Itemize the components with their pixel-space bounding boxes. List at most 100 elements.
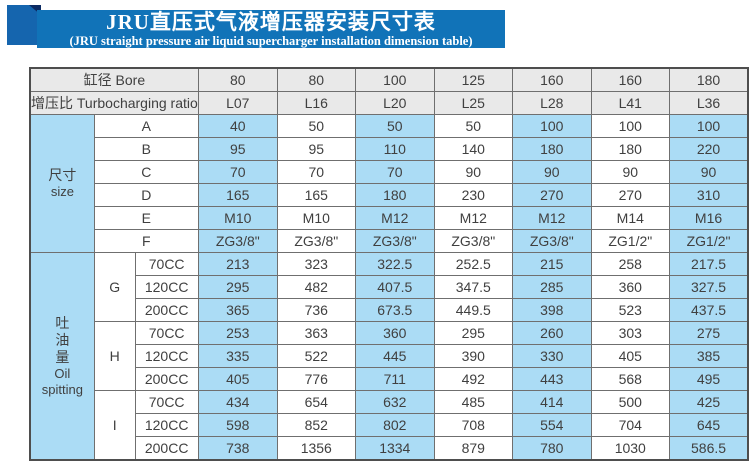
table-cell: 217.5 — [668, 252, 749, 276]
table-cell: 360 — [590, 275, 670, 299]
table-cell: 215 — [511, 252, 592, 276]
table-cell: 385 — [668, 344, 749, 368]
table-cell: 405 — [197, 367, 278, 391]
table-cell: L25 — [433, 91, 513, 115]
row-label: D — [93, 183, 199, 207]
table-cell: 598 — [197, 413, 278, 437]
table-cell: 270 — [511, 183, 592, 207]
table-row: B 95 95 110 140 180 180 220 — [30, 137, 749, 161]
table-cell: M16 — [668, 206, 749, 230]
table-cell: 213 — [197, 252, 278, 276]
table-cell: 738 — [197, 436, 278, 461]
table-cell: 140 — [433, 137, 513, 161]
table-cell: 852 — [276, 413, 356, 437]
table-cell: L07 — [197, 91, 278, 115]
table-cell: 50 — [433, 114, 513, 138]
table-cell: 365 — [197, 298, 278, 322]
table-cell: L16 — [276, 91, 356, 115]
table-cell: 360 — [354, 321, 435, 345]
table-cell: ZG3/8" — [354, 229, 435, 253]
table-cell: 736 — [276, 298, 356, 322]
table-cell: 485 — [433, 390, 513, 414]
table-cell: ZG1/2" — [590, 229, 670, 253]
table-cell: 445 — [354, 344, 435, 368]
table-cell: 711 — [354, 367, 435, 391]
row-label: 70CC — [134, 390, 199, 414]
table-cell: 879 — [433, 436, 513, 461]
table-cell: 95 — [276, 137, 356, 161]
group-label: H — [93, 321, 136, 391]
table-cell: 303 — [590, 321, 670, 345]
page-subtitle: (JRU straight pressure air liquid superc… — [69, 34, 473, 48]
table-cell: 95 — [197, 137, 278, 161]
table-cell: 645 — [668, 413, 749, 437]
row-label: E — [93, 206, 199, 230]
table-cell: 802 — [354, 413, 435, 437]
dimension-table-body: 缸径 Bore 80 80 100 125 160 160 180 增压比 Turbocharg… — [29, 67, 749, 461]
table-row: 200CC 738 1356 1334 879 780 1030 586.5 — [30, 436, 749, 461]
table-cell: 100 — [354, 67, 435, 92]
table-cell: 632 — [354, 390, 435, 414]
dimension-table: 缸径 Bore 80 80 100 125 160 160 180 增压比 Turbocharg… — [29, 67, 750, 461]
table-cell: 90 — [668, 160, 749, 184]
table-row: 120CC 335 522 445 390 330 405 385 — [30, 344, 749, 368]
row-label: A — [93, 114, 199, 138]
table-cell: 180 — [511, 137, 592, 161]
row-label: 70CC — [134, 321, 199, 345]
table-cell: L36 — [668, 91, 749, 115]
table-cell: M10 — [197, 206, 278, 230]
table-cell: 523 — [590, 298, 670, 322]
table-cell: 160 — [511, 67, 592, 92]
table-cell: 80 — [197, 67, 278, 92]
table-cell: 704 — [590, 413, 670, 437]
table-cell: 70 — [354, 160, 435, 184]
header-row: 缸径 Bore 80 80 100 125 160 160 180 — [29, 67, 749, 92]
table-cell: 776 — [276, 367, 356, 391]
table-cell: 443 — [511, 367, 592, 391]
table-cell: 323 — [276, 252, 356, 276]
table-cell: 160 — [590, 67, 670, 92]
row-label: 70CC — [134, 252, 199, 276]
table-cell: 295 — [197, 275, 278, 299]
table-row: 120CC 598 852 802 708 554 704 645 — [30, 413, 749, 437]
table-cell: 310 — [668, 183, 749, 207]
title-banner: JRU直压式气液增压器安装尺寸表 (JRU straight pressure … — [37, 10, 505, 48]
table-row: 120CC 295 482 407.5 347.5 285 360 327.5 — [30, 275, 749, 299]
table-cell: 347.5 — [433, 275, 513, 299]
table-cell: 80 — [276, 67, 356, 92]
group-label: G — [93, 252, 136, 322]
table-cell: 50 — [354, 114, 435, 138]
table-cell: 500 — [590, 390, 670, 414]
table-cell: 434 — [197, 390, 278, 414]
row-label: 120CC — [134, 344, 199, 368]
table-row: 200CC 365 736 673.5 449.5 398 523 437.5 — [30, 298, 749, 322]
table-cell: 405 — [590, 344, 670, 368]
table-cell: ZG3/8" — [511, 229, 592, 253]
table-cell: M12 — [354, 206, 435, 230]
row-label: B — [93, 137, 199, 161]
table-cell: 482 — [276, 275, 356, 299]
table-row: F ZG3/8" ZG3/8" ZG3/8" ZG3/8" ZG3/8" ZG1/2" ZG1… — [30, 229, 749, 253]
table-cell: 258 — [590, 252, 670, 276]
page-title: JRU直压式气液增压器安装尺寸表 — [106, 10, 436, 34]
table-cell: 252.5 — [433, 252, 513, 276]
table-cell: 260 — [511, 321, 592, 345]
table-cell: 654 — [276, 390, 356, 414]
table-row: 200CC 405 776 711 492 443 568 495 — [30, 367, 749, 391]
table-row: 尺寸 size A 40 50 50 50 100 100 100 — [29, 114, 749, 253]
table-cell: 100 — [668, 114, 749, 138]
table-row: I 70CC 434 654 632 485 414 500 425 — [30, 390, 749, 461]
table-cell: 449.5 — [433, 298, 513, 322]
table-cell: 165 — [276, 183, 356, 207]
table-cell: 295 — [433, 321, 513, 345]
table-cell: M12 — [433, 206, 513, 230]
table-cell: 90 — [511, 160, 592, 184]
row-label: 120CC — [134, 275, 199, 299]
table-cell: 414 — [511, 390, 592, 414]
table-cell: 586.5 — [668, 436, 749, 461]
table-cell: L20 — [354, 91, 435, 115]
table-cell: 425 — [668, 390, 749, 414]
table-cell: 1356 — [276, 436, 356, 461]
table-cell: 335 — [197, 344, 278, 368]
